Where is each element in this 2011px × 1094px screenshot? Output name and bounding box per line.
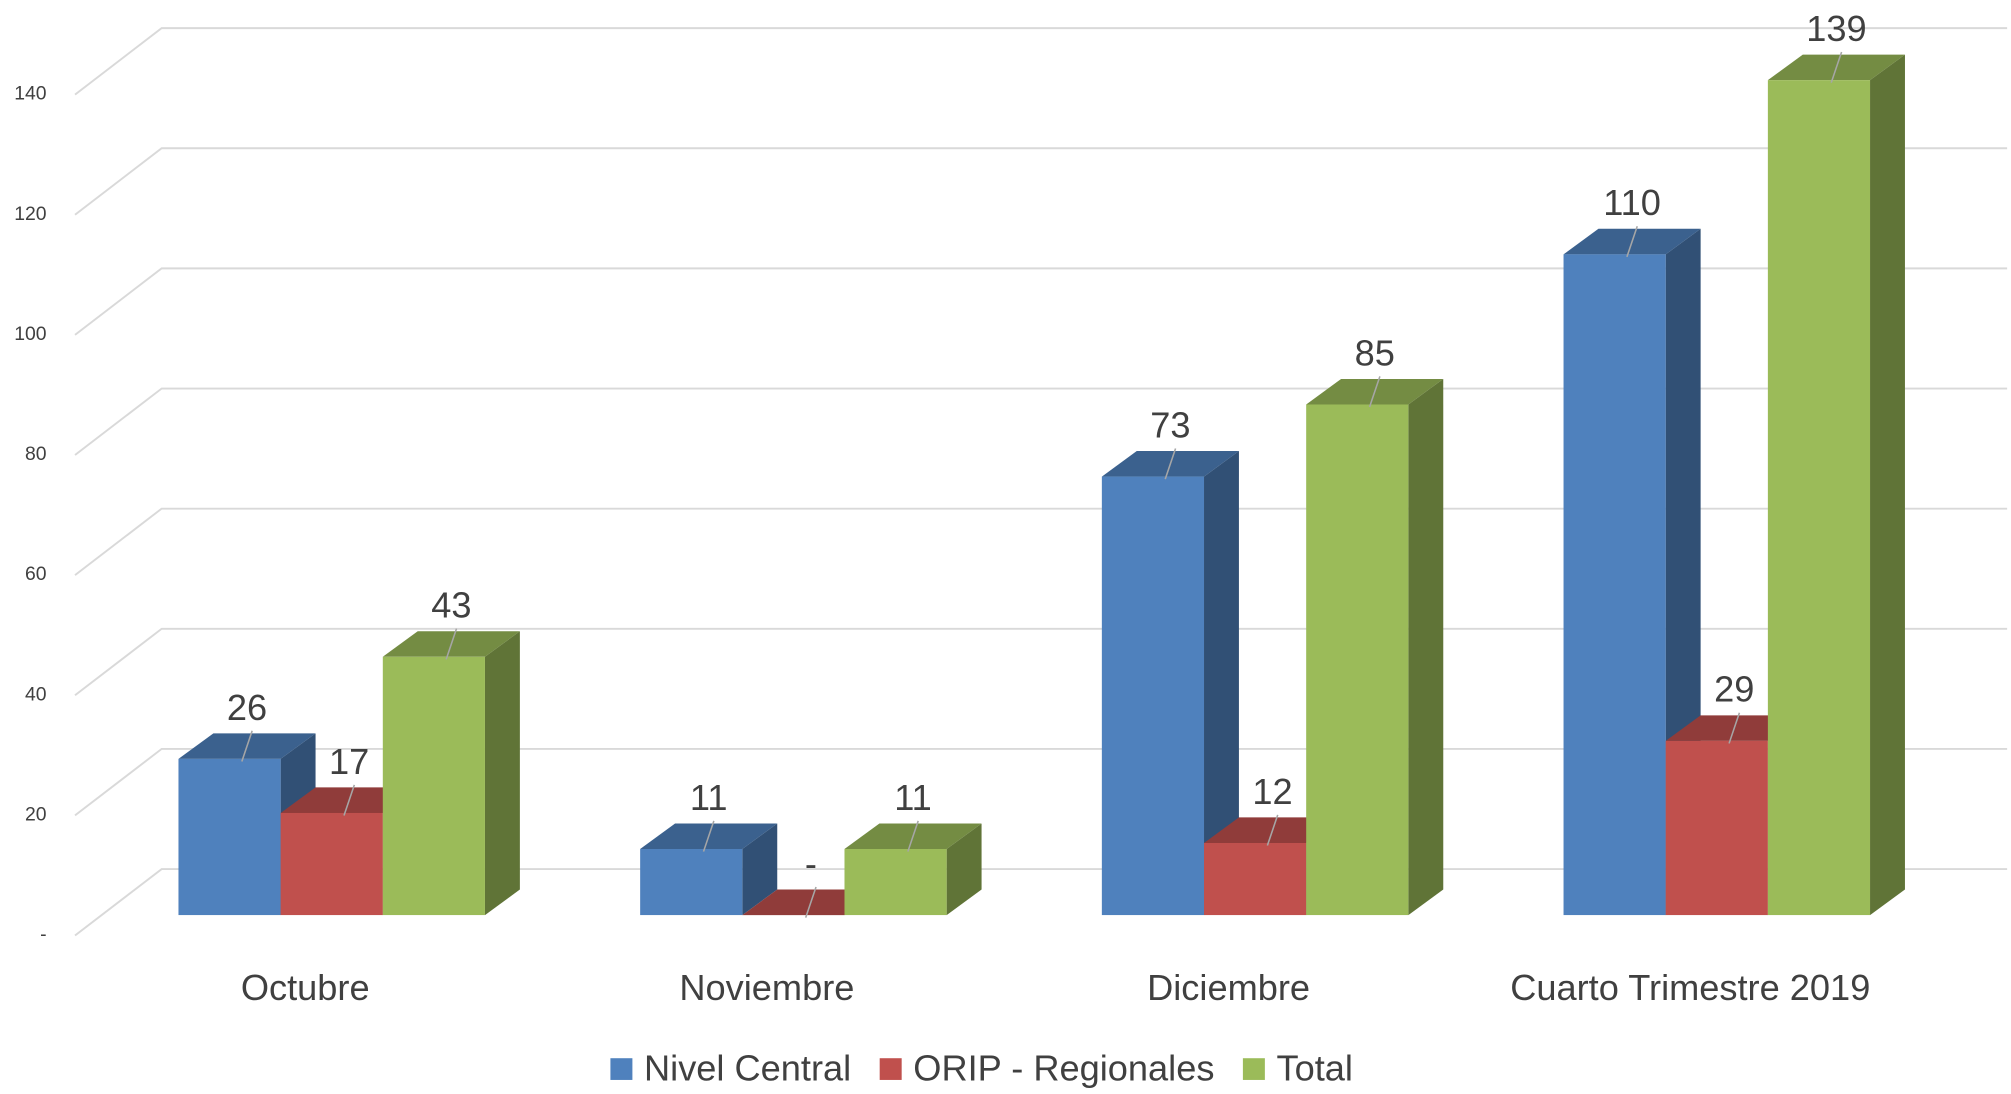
leader-line [907,820,919,852]
bar [1101,451,1239,916]
data-label: 29 [1714,669,1754,710]
data-label: 110 [1603,182,1661,223]
y-tick-label: 140 [14,84,46,105]
leader-line [1164,448,1177,480]
leader-line [343,784,356,816]
bar-side [484,631,520,916]
leader-line [1266,814,1279,846]
x-tick-label: Noviembre [679,967,854,1008]
bar [382,631,520,916]
data-label: 73 [1150,405,1190,446]
data-label: 85 [1355,333,1395,374]
data-label: 17 [329,741,369,782]
data-label: 26 [227,687,267,728]
data-label: 139 [1806,8,1866,49]
legend-label: Total [1277,1048,1353,1089]
bar-side [1204,451,1239,916]
legend-swatch [610,1058,633,1080]
y-tick-label: - [40,925,46,946]
bar-front [382,656,485,916]
leader-line [1626,225,1638,258]
leader-line [1830,51,1843,83]
bar [640,823,778,916]
data-label: 11 [894,777,932,818]
legend-swatch [1242,1058,1265,1080]
grid-line [74,387,2008,456]
bar-front [1306,404,1409,916]
bar-front [1204,842,1307,916]
grid-line [74,147,2008,216]
y-tick-label: 80 [25,444,47,465]
data-label: 11 [690,777,728,818]
x-tick-label: Cuarto Trimestre 2019 [1510,967,1870,1008]
bar-side [1408,378,1444,916]
legend-swatch [879,1058,902,1080]
bar-front [1101,476,1205,916]
bar-front [640,849,743,916]
x-tick-label: Octubre [241,967,370,1008]
leader-line [445,628,458,660]
y-tick-label: 100 [14,324,46,345]
bar-side [742,823,778,916]
leader-line [804,886,817,918]
grid-line [74,267,2008,336]
leader-line [241,730,253,762]
data-label: 12 [1252,771,1292,812]
bar-side [946,823,982,916]
bar-front [1767,80,1871,916]
data-label: 43 [431,585,471,626]
bar-front [280,812,383,916]
x-tick-label: Diciembre [1147,967,1310,1008]
bar [1767,54,1905,916]
bar [844,823,982,916]
bar-front [1563,254,1666,916]
bar-side [1870,54,1905,916]
y-tick-label: 60 [25,564,47,585]
grid-line [74,507,2008,576]
bar-front [844,849,947,916]
y-tick-label: 40 [25,684,47,705]
bar-front [1665,740,1768,916]
leader-line [1728,712,1741,744]
legend-label: Nivel Central [644,1048,851,1089]
leader-line [702,820,715,852]
bar [1306,378,1444,916]
leader-line [1368,376,1381,408]
legend-label: ORIP - Regionales [913,1048,1214,1089]
data-label: - [805,843,817,884]
bar-front [178,758,281,916]
grid-line [74,27,2008,96]
y-tick-label: 20 [25,805,47,826]
y-tick-label: 120 [14,204,46,225]
